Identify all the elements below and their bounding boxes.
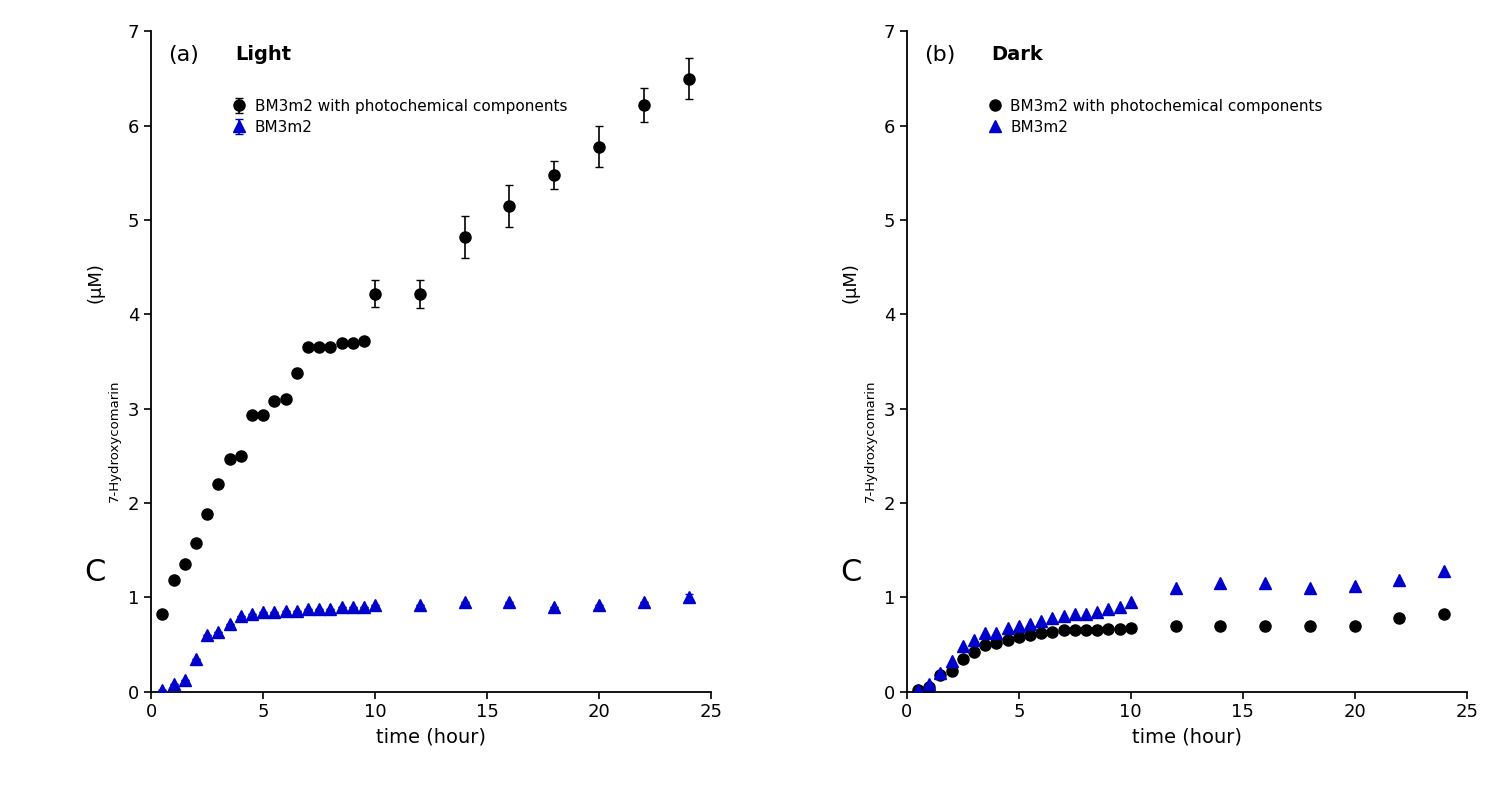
BM3m2: [1166, 583, 1184, 593]
BM3m2 with photochemical components: [977, 640, 995, 649]
BM3m2: [954, 641, 972, 651]
BM3m2: [1089, 607, 1107, 616]
BM3m2 with photochemical components: [987, 638, 1005, 648]
BM3m2 with photochemical components: [1391, 613, 1409, 623]
BM3m2: [1043, 613, 1061, 623]
BM3m2: [1391, 575, 1409, 585]
BM3m2 with photochemical components: [1099, 625, 1117, 634]
BM3m2: [1099, 604, 1117, 613]
BM3m2 with photochemical components: [965, 648, 983, 657]
BM3m2 with photochemical components: [1122, 623, 1140, 632]
X-axis label: time (hour): time (hour): [1132, 727, 1241, 746]
BM3m2 with photochemical components: [1054, 626, 1072, 635]
BM3m2 with photochemical components: [998, 635, 1016, 645]
BM3m2 with photochemical components: [1346, 621, 1364, 630]
Line: BM3m2 with photochemical components: BM3m2 with photochemical components: [913, 609, 1450, 696]
BM3m2: [1021, 619, 1039, 629]
BM3m2: [998, 623, 1016, 632]
BM3m2: [1066, 610, 1084, 619]
BM3m2 with photochemical components: [1166, 621, 1184, 630]
BM3m2 with photochemical components: [954, 654, 972, 663]
BM3m2: [1054, 612, 1072, 621]
BM3m2 with photochemical components: [1089, 626, 1107, 635]
BM3m2: [977, 629, 995, 638]
BM3m2 with photochemical components: [931, 670, 950, 679]
BM3m2: [1256, 578, 1275, 588]
Text: (μM): (μM): [842, 262, 860, 303]
Text: (μM): (μM): [86, 262, 104, 303]
Legend: BM3m2 with photochemical components, BM3m2: BM3m2 with photochemical components, BM3…: [231, 98, 567, 134]
X-axis label: time (hour): time (hour): [376, 727, 485, 746]
BM3m2: [1110, 602, 1128, 612]
BM3m2 with photochemical components: [1066, 626, 1084, 635]
BM3m2: [1211, 578, 1229, 588]
BM3m2: [1346, 582, 1364, 591]
BM3m2 with photochemical components: [1010, 632, 1028, 641]
Text: C: C: [85, 558, 106, 587]
BM3m2: [965, 635, 983, 645]
BM3m2 with photochemical components: [1110, 625, 1128, 634]
BM3m2: [1077, 610, 1095, 619]
BM3m2: [1033, 616, 1051, 626]
Text: 7-Hydroxycomarin: 7-Hydroxycomarin: [863, 380, 877, 502]
BM3m2 with photochemical components: [1300, 621, 1318, 630]
BM3m2 with photochemical components: [909, 685, 927, 695]
BM3m2 with photochemical components: [1077, 626, 1095, 635]
BM3m2 with photochemical components: [1033, 629, 1051, 638]
BM3m2: [942, 657, 960, 667]
Text: (a): (a): [168, 45, 200, 64]
Text: (b): (b): [924, 45, 956, 64]
BM3m2 with photochemical components: [1043, 627, 1061, 637]
Legend: BM3m2 with photochemical components, BM3m2: BM3m2 with photochemical components, BM3…: [987, 98, 1323, 134]
Text: Light: Light: [236, 45, 292, 64]
BM3m2 with photochemical components: [1256, 621, 1275, 630]
Text: 7-Hydroxycomarin: 7-Hydroxycomarin: [109, 380, 121, 502]
BM3m2 with photochemical components: [1021, 630, 1039, 640]
BM3m2 with photochemical components: [942, 667, 960, 676]
BM3m2 with photochemical components: [1435, 610, 1453, 619]
BM3m2 with photochemical components: [1211, 621, 1229, 630]
Line: BM3m2: BM3m2: [912, 564, 1450, 696]
BM3m2: [1122, 597, 1140, 607]
BM3m2: [909, 685, 927, 695]
BM3m2: [1010, 621, 1028, 630]
Text: C: C: [841, 558, 862, 587]
Text: Dark: Dark: [990, 45, 1043, 64]
BM3m2: [931, 668, 950, 678]
BM3m2: [1300, 583, 1318, 593]
BM3m2: [1435, 566, 1453, 575]
BM3m2 with photochemical components: [921, 682, 939, 692]
BM3m2: [921, 679, 939, 689]
BM3m2: [987, 629, 1005, 638]
